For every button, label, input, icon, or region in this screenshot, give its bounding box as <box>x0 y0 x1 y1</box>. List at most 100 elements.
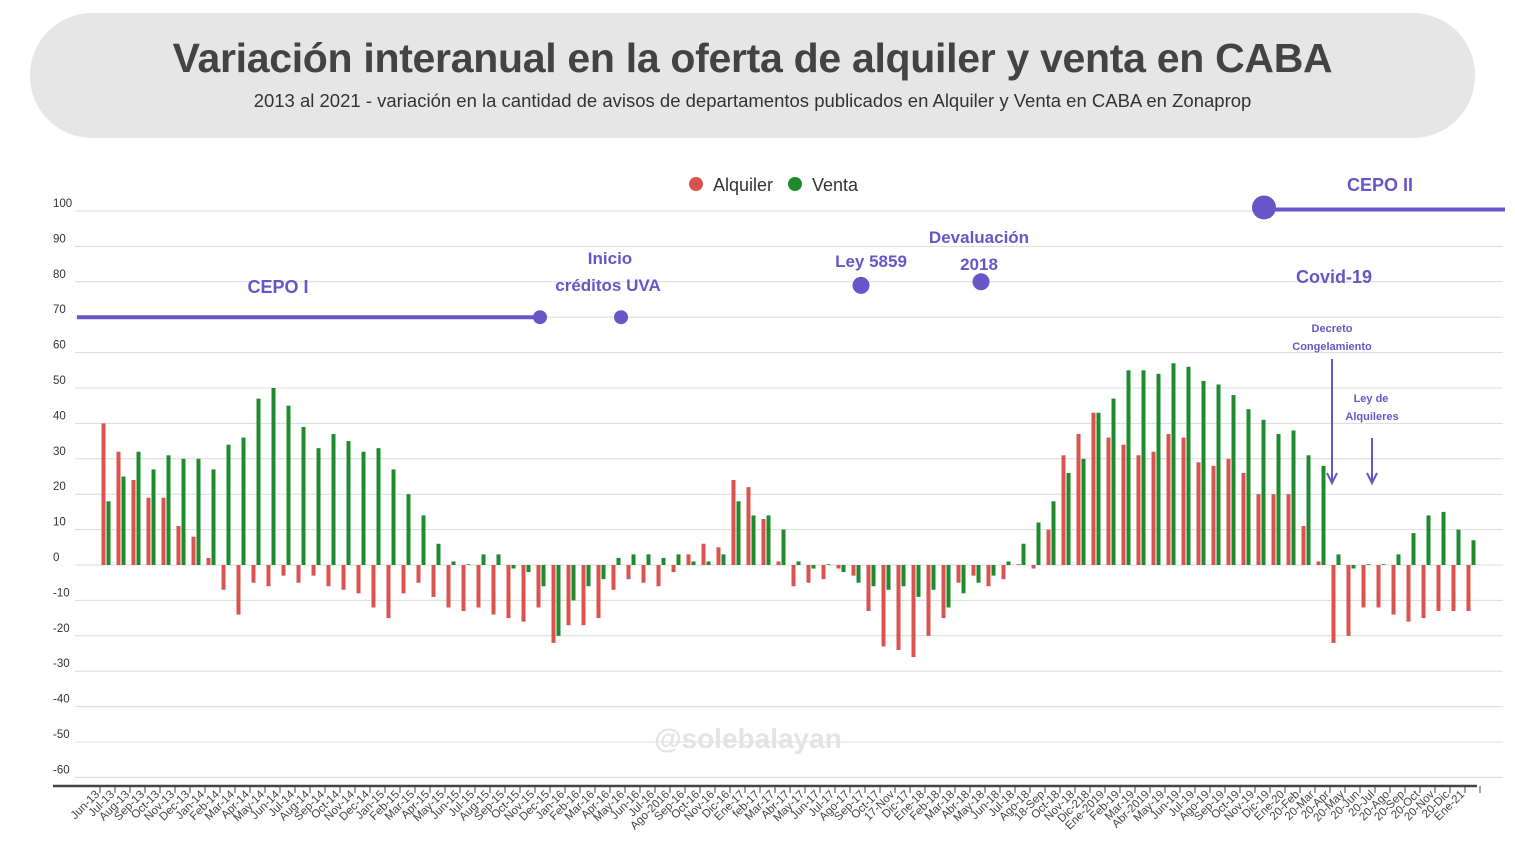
ley-alquileres-arrow-icon <box>1366 438 1378 486</box>
legend: Alquiler Venta <box>689 175 859 195</box>
bar-alquiler <box>926 565 931 636</box>
bar-venta <box>241 437 246 565</box>
ley5859-label: Ley 5859 <box>835 252 907 271</box>
bar-venta <box>451 561 456 565</box>
title-banner: Variación interanual en la oferta de alq… <box>30 13 1475 138</box>
bar-venta <box>1261 419 1266 565</box>
bar-venta <box>601 565 606 580</box>
bar-alquiler <box>536 565 541 608</box>
bar-alquiler <box>461 565 466 612</box>
bar-venta <box>271 388 276 565</box>
bar-venta <box>646 554 651 565</box>
bar-alquiler <box>776 561 781 565</box>
decreto-label-2: Congelamiento <box>1292 341 1372 353</box>
bar-alquiler <box>446 565 451 608</box>
bar-venta <box>181 458 186 565</box>
decreto-label-1: Decreto <box>1312 323 1353 335</box>
bar-alquiler <box>1211 465 1216 565</box>
bar-alquiler <box>1436 565 1441 612</box>
bar-venta <box>136 451 141 565</box>
bar-alquiler <box>551 565 556 643</box>
bar-venta <box>526 565 531 573</box>
legend-label-venta: Venta <box>812 175 859 195</box>
bar-alquiler <box>1121 444 1126 565</box>
y-tick-label: 80 <box>53 269 66 281</box>
bar-alquiler <box>401 565 406 594</box>
bar-venta <box>541 565 546 587</box>
bar-alquiler <box>296 565 301 583</box>
bar-alquiler <box>521 565 526 622</box>
bar-alquiler <box>161 497 166 565</box>
bar-venta <box>1066 472 1071 565</box>
bar-alquiler <box>1016 564 1021 565</box>
bar-venta <box>1021 543 1026 565</box>
cepo2-marker <box>1252 195 1276 220</box>
bar-venta <box>406 494 411 565</box>
bar-venta <box>721 554 726 565</box>
watermark: @solebalayan <box>654 723 842 754</box>
bar-alquiler <box>1451 565 1456 612</box>
bar-venta <box>151 469 156 565</box>
bar-venta <box>856 565 861 583</box>
bar-venta <box>361 451 366 565</box>
legend-swatch-venta <box>788 177 802 191</box>
bar-alquiler <box>836 565 841 569</box>
bar-alquiler <box>716 547 721 565</box>
bar-alquiler <box>851 565 856 576</box>
bar-venta <box>1351 565 1356 569</box>
bar-venta <box>226 444 231 565</box>
cepo1-label: CEPO I <box>247 277 308 297</box>
y-tick-label: -20 <box>53 623 70 635</box>
bar-venta <box>946 565 951 608</box>
bar-alquiler <box>626 565 631 580</box>
bar-alquiler <box>971 565 976 576</box>
bar-alquiler <box>821 565 826 580</box>
bar-venta <box>331 434 336 565</box>
bar-venta <box>466 564 471 565</box>
bar-venta <box>976 565 981 583</box>
bar-alquiler <box>611 565 616 590</box>
chart-subtitle: 2013 al 2021 - variación en la cantidad … <box>253 90 1252 111</box>
y-tick-label: -30 <box>53 658 70 670</box>
y-tick-label: 30 <box>53 446 66 458</box>
bar-venta <box>1411 533 1416 565</box>
bar-alquiler <box>1061 455 1066 565</box>
bar-alquiler <box>431 565 436 597</box>
y-tick-label: 40 <box>53 410 66 422</box>
bar-alquiler <box>761 518 766 565</box>
bar-venta <box>1141 370 1146 565</box>
bar-venta <box>106 501 111 565</box>
bar-alquiler <box>731 480 736 565</box>
bar-alquiler <box>1316 561 1321 565</box>
bar-venta <box>316 448 321 565</box>
y-tick-label: -10 <box>53 587 70 599</box>
bar-alquiler <box>491 565 496 615</box>
bar-venta <box>196 458 201 565</box>
bar-alquiler <box>746 487 751 565</box>
bar-venta <box>631 554 636 565</box>
bar-alquiler <box>416 565 421 583</box>
y-tick-label: 50 <box>53 375 66 387</box>
bar-alquiler <box>1301 526 1306 565</box>
ley-alquileres-label-2: Alquileres <box>1345 411 1398 423</box>
uva-label-2: créditos UVA <box>555 276 661 295</box>
y-tick-label: 60 <box>53 340 66 352</box>
y-tick-label: 100 <box>53 198 72 210</box>
devaluacion-label-1: Devaluación <box>929 228 1029 247</box>
bar-alquiler <box>1286 494 1291 565</box>
bar-alquiler <box>911 565 916 658</box>
bar-venta <box>1156 373 1161 565</box>
bar-venta <box>1126 370 1131 565</box>
bar-alquiler <box>356 565 361 594</box>
bar-venta <box>871 565 876 587</box>
bar-venta <box>1006 561 1011 565</box>
bar-alquiler <box>1196 462 1201 565</box>
bar-venta <box>376 448 381 565</box>
covid-label: Covid-19 <box>1296 267 1372 287</box>
bar-alquiler <box>1376 565 1381 608</box>
bar-venta <box>286 405 291 565</box>
bar-alquiler <box>116 451 121 565</box>
bar-alquiler <box>1091 412 1096 565</box>
bar-venta <box>121 476 126 565</box>
bar-venta <box>826 564 831 565</box>
